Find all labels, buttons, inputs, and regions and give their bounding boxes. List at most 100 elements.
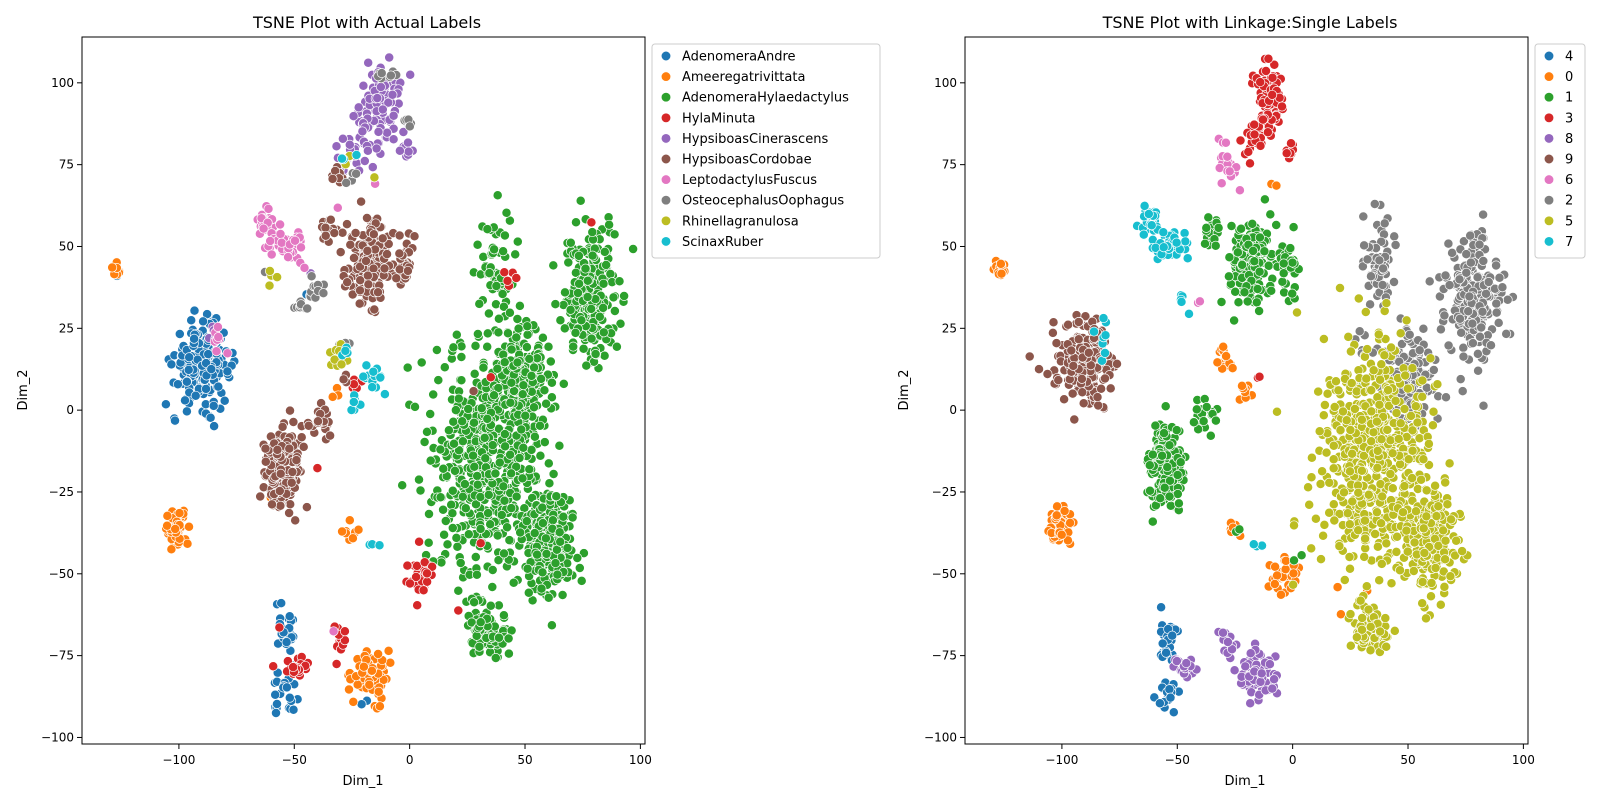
data-point [1155,493,1166,504]
data-point [374,701,385,712]
data-point [160,399,171,410]
data-point [414,536,425,547]
data-point [545,356,556,367]
data-point [453,605,464,616]
data-point [1240,661,1251,672]
data-point [1472,348,1483,359]
data-point [1288,579,1299,590]
data-point [1395,459,1406,470]
data-point [526,444,537,455]
data-point [1478,400,1489,411]
data-point [497,289,508,299]
data-point [511,461,522,472]
data-point [1389,231,1400,242]
legend-marker [660,174,672,185]
data-point [548,469,559,479]
data-point [189,333,200,344]
data-point [213,332,224,343]
data-point [524,464,535,475]
data-point [1222,637,1233,647]
data-point [551,491,562,502]
data-point [1256,668,1267,679]
data-point [368,229,379,240]
data-point [415,485,426,496]
data-point [387,89,398,100]
data-point [482,413,493,424]
legend-label: AdenomeraHylaedactylus [682,91,849,106]
data-point [1205,430,1216,441]
data-point [448,416,459,427]
x-axis-label: Dim_1 [342,774,383,789]
data-point [562,543,573,553]
data-point [328,626,339,637]
data-point [1345,346,1356,357]
data-point [628,244,639,254]
data-point [1105,383,1116,394]
legend-marker [660,236,672,247]
data-point [335,247,346,258]
data-point [517,389,528,400]
data-point [522,563,533,574]
data-point [284,508,295,518]
data-point [1478,209,1489,220]
data-point [457,436,468,447]
data-point [1424,276,1435,287]
data-point [1376,359,1387,370]
data-point [523,587,534,598]
points-layer [988,53,1518,718]
data-point [301,502,312,513]
data-point [574,563,585,573]
data-point [1236,223,1247,234]
data-point [529,362,540,373]
data-point [1306,452,1317,463]
data-point [1455,374,1466,385]
data-point [1162,462,1173,473]
data-point [284,611,295,622]
data-point [1164,684,1175,695]
data-point [1381,298,1392,309]
data-point [418,585,429,596]
data-point [1483,277,1494,287]
data-point [373,649,384,659]
data-point [604,219,615,230]
data-point [570,327,581,338]
data-point [1159,428,1169,439]
data-point [1096,383,1107,394]
data-point [1222,151,1233,162]
data-point [550,299,561,310]
data-point [1249,119,1260,130]
data-point [536,373,547,384]
data-point [275,219,286,230]
data-point [219,395,230,406]
data-point [373,126,384,137]
data-point [1181,658,1192,669]
data-point [1203,212,1214,223]
data-point [382,249,392,260]
data-point [1401,315,1412,326]
series-AdenomeraHylaedactylus [397,190,639,663]
data-point [557,590,568,600]
data-point [505,397,516,408]
data-point [1242,296,1253,307]
data-point [1432,379,1443,390]
data-point [1472,272,1483,283]
legend-marker [660,153,672,165]
data-point [619,291,630,301]
data-point [1229,315,1240,326]
data-point [608,292,619,303]
data-point [1361,581,1372,592]
data-point [1289,555,1299,566]
data-point [492,363,503,374]
data-point [503,648,514,659]
data-point [582,292,593,302]
data-point [463,529,474,540]
data-point [510,249,521,260]
data-point [575,195,586,206]
data-point [1254,306,1265,316]
data-point [180,395,190,406]
data-point [377,104,388,115]
data-point [184,352,195,363]
data-point [1034,364,1044,375]
data-point [1285,243,1296,254]
data-point [1439,310,1450,321]
